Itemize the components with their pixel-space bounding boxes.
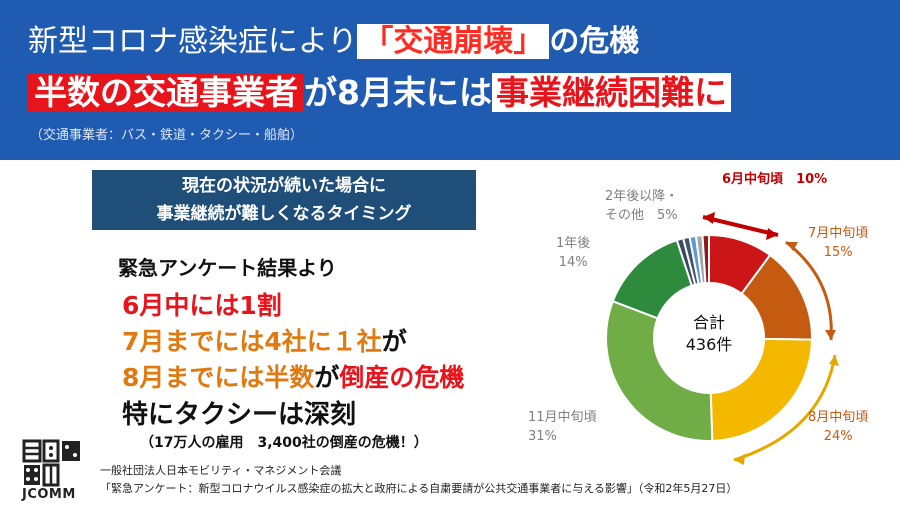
label-two-years: 2年後以降・ その他 5% <box>605 187 678 225</box>
label-november-category: 11月中旬頃 <box>528 410 597 425</box>
slice-november <box>605 299 714 442</box>
label-june-category: 6月中旬頃 <box>722 172 784 187</box>
slice-august <box>709 337 814 442</box>
august-statement-particle: が <box>314 363 340 392</box>
label-august: 8月中旬頃 24% <box>808 408 868 446</box>
july-statement: 7月までには4社に１社が <box>122 322 407 358</box>
label-august-value: 24% <box>823 429 853 444</box>
july-statement-particle: が <box>381 327 407 356</box>
center-label: 合計 <box>693 313 725 332</box>
july-statement-main: 7月までには4社に１社 <box>122 327 382 356</box>
title-line-2: 半数の交通事業者 が8月末には 事業継続困難に <box>28 68 731 118</box>
survey-heading: 緊急アンケート結果より <box>118 256 337 280</box>
taxi-detail: （17万人の雇用 3,400社の倒産の危機！） <box>140 435 428 451</box>
label-june-value: 10% <box>796 172 828 187</box>
label-one-year-category: 1年後 <box>556 236 591 251</box>
june-statement: 6月中には1割 <box>122 291 282 320</box>
label-november: 11月中旬頃 31% <box>528 408 597 446</box>
title-line-1-plain: 新型コロナ感染症により <box>28 24 358 59</box>
taxi-statement: 特にタクシーは深刻 <box>122 400 357 430</box>
jcomm-logo-text: JCOMM <box>22 487 76 502</box>
donut-chart: 合計 436件 <box>605 212 839 465</box>
august-statement: 8月までには半数が倒産の危機 <box>122 358 464 394</box>
timing-box-line-2: 事業継続が難しくなるタイミング <box>156 204 412 224</box>
label-july: 7月中旬頃 15% <box>808 224 868 262</box>
label-june: 6月中旬頃 10% <box>722 170 827 189</box>
source-organization: 一般社団法人日本モビリティ・マネジメント会議 <box>100 464 342 477</box>
title-banner: 新型コロナ感染症により 「交通崩壊」 の危機 半数の交通事業者 が8月末には 事業継続困… <box>0 0 900 160</box>
label-november-value: 31% <box>528 429 557 444</box>
label-one-year-value: 14% <box>558 255 588 270</box>
title-line-1-end: の危機 <box>549 24 640 59</box>
title-line-2-mid: が8月末には <box>304 73 492 112</box>
label-one-year: 1年後 14% <box>556 234 590 272</box>
title-line-2-red: 事業継続困難に <box>491 73 731 112</box>
timing-arrows <box>702 212 839 465</box>
timing-box-line-1: 現在の状況が続いた場合に <box>182 176 386 196</box>
slice-two-years-part-5 <box>701 233 710 285</box>
august-statement-main: 8月までには半数 <box>122 363 315 392</box>
jcomm-logo <box>22 439 80 487</box>
source-survey: 「緊急アンケート：新型コロナウイルス感染症の拡大と政府による自粛要請が公共交通事… <box>100 482 738 495</box>
title-line-1: 新型コロナ感染症により 「交通崩壊」 の危機 <box>28 20 639 64</box>
title-line-1-highlight: 「交通崩壊」 <box>357 24 550 59</box>
title-subtitle: （交通事業者：バス・鉄道・タクシー・船舶） <box>30 128 304 143</box>
title-line-2-box: 半数の交通事業者 <box>28 73 304 112</box>
center-value: 436件 <box>686 335 733 354</box>
label-july-category: 7月中旬頃 <box>808 226 869 241</box>
label-july-value: 15% <box>823 245 853 260</box>
timing-box: 現在の状況が続いた場合に 事業継続が難しくなるタイミング <box>92 170 476 230</box>
label-two-years-category-2: その他 5% <box>605 208 678 223</box>
label-two-years-category-1: 2年後以降・ <box>605 189 679 204</box>
august-statement-crisis: 倒産の危機 <box>339 363 465 392</box>
label-two-years-value: 5% <box>657 208 678 223</box>
donut-slices <box>605 233 814 442</box>
label-august-category: 8月中旬頃 <box>808 410 869 425</box>
